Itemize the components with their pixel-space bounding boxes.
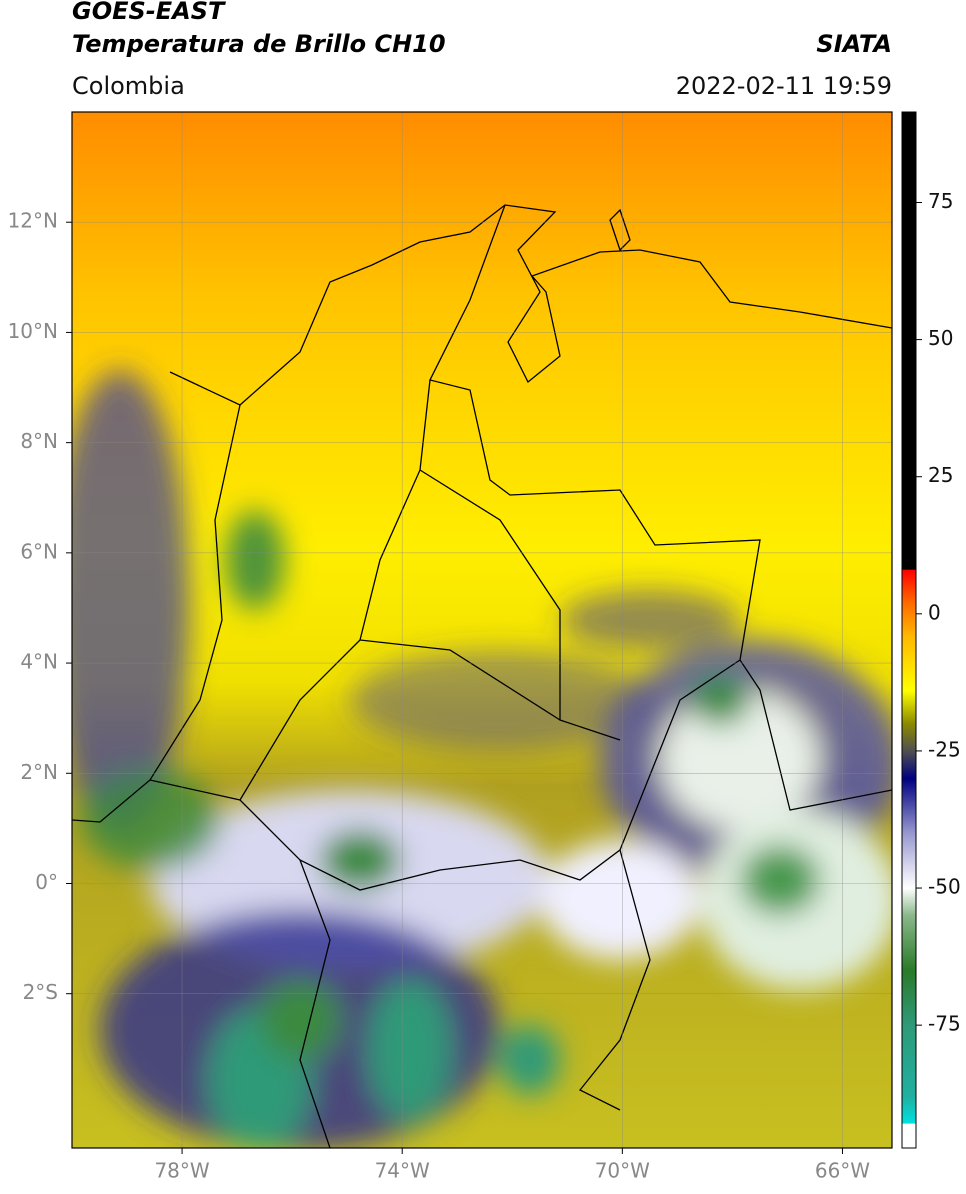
grid — [72, 112, 892, 1148]
y-tick-label: 8°N — [20, 429, 58, 453]
colorbar-tick-label: 75 — [928, 189, 953, 213]
x-tick-label: 66°W — [815, 1159, 870, 1183]
x-tick-label: 70°W — [595, 1159, 650, 1183]
boundaries — [72, 204, 892, 1148]
colorbar — [901, 111, 917, 1149]
x-tick-label: 78°W — [154, 1159, 209, 1183]
region: Colombia — [72, 72, 185, 100]
datetime: 2022-02-11 19:59 — [676, 72, 892, 100]
colorbar-tick-label: -75 — [928, 1012, 961, 1036]
y-tick-label: 12°N — [8, 209, 58, 233]
colorbar-tick-label: 50 — [928, 326, 953, 350]
imagery — [72, 112, 892, 1148]
colorbar-tick-label: -50 — [928, 875, 961, 899]
y-tick-label: 10°N — [8, 319, 58, 343]
map-frame — [71, 111, 893, 1149]
colorbar-tick-label: 25 — [928, 463, 953, 487]
y-tick-label: 4°N — [20, 650, 58, 674]
colorbar-tick-label: -25 — [928, 737, 961, 761]
y-tick-label: 2°S — [23, 980, 58, 1004]
y-tick-label: 0° — [35, 870, 58, 894]
subtitle: Temperatura de Brillo CH10 — [72, 30, 446, 58]
cloud-fields — [72, 370, 892, 1148]
y-tick-label: 2°N — [20, 760, 58, 784]
colorbar-tick-label: 0 — [928, 600, 941, 624]
x-tick-label: 74°W — [375, 1159, 430, 1183]
source: SIATA — [816, 30, 892, 58]
title: GOES-EAST — [72, 0, 226, 25]
y-tick-label: 6°N — [20, 539, 58, 563]
